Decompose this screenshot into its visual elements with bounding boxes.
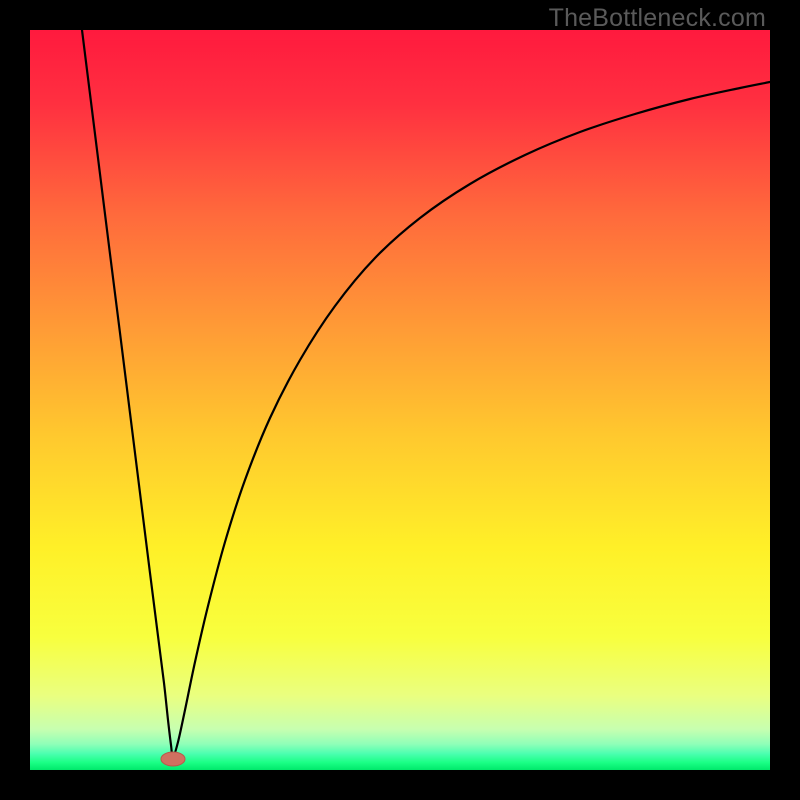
plot-area — [30, 30, 770, 770]
curve-layer — [30, 30, 770, 770]
chart-frame: TheBottleneck.com — [0, 0, 800, 800]
bottleneck-curve — [82, 30, 770, 757]
watermark-text: TheBottleneck.com — [549, 4, 766, 33]
minimum-marker — [161, 752, 185, 766]
